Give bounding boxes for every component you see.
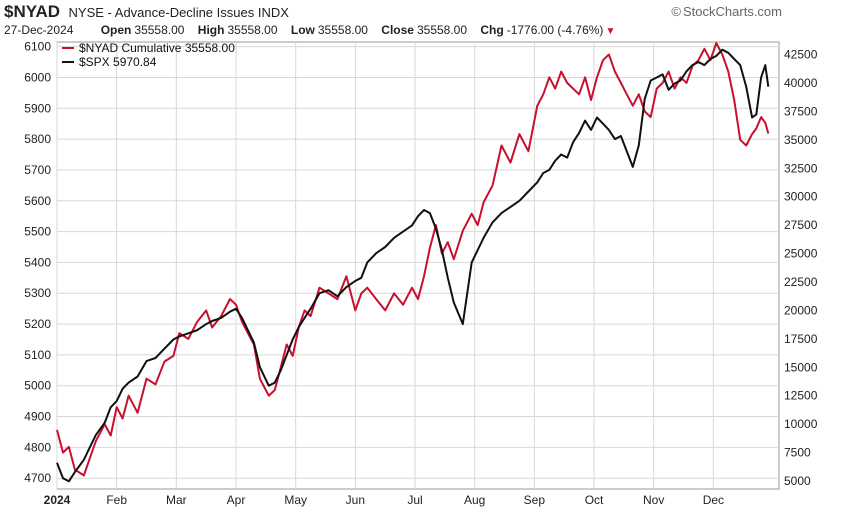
x-tick-label: Sep — [524, 493, 546, 507]
left-axis: 4700 4800 4900 5000 5100 5200 5300 5400 5500 5600… — [24, 40, 51, 486]
series-lines — [56, 42, 770, 483]
brand-name: StockCharts.com — [683, 4, 782, 19]
chg-value: -1776.00 (-4.76%) — [506, 23, 604, 37]
left-tick-label: 6100 — [24, 40, 51, 54]
left-tick-label: 5400 — [24, 255, 51, 269]
x-tick-label: Dec — [703, 493, 724, 507]
left-tick-label: 5100 — [24, 348, 51, 362]
down-arrow-icon: ▼ — [605, 26, 616, 37]
left-tick-label: 5900 — [24, 101, 51, 115]
legend-spx: $SPX 5970.84 — [79, 55, 157, 69]
open-label: Open — [100, 23, 132, 37]
chg-label: Chg — [480, 23, 504, 37]
x-tick-label: Mar — [166, 493, 187, 507]
copyright-icon: © — [671, 4, 682, 19]
x-axis: 2024 Feb Mar Apr May Jun Jul Aug Sep Oct Nov Dec — [44, 493, 724, 507]
x-tick-label: Aug — [464, 493, 485, 507]
high-value: 35558.00 — [227, 23, 278, 37]
close-value: 35558.00 — [416, 23, 468, 37]
right-tick-label: 37500 — [784, 104, 818, 118]
left-tick-label: 5000 — [24, 379, 51, 393]
x-tick-label: May — [284, 493, 307, 507]
right-tick-label: 30000 — [784, 190, 818, 204]
x-tick-label: Nov — [643, 493, 664, 507]
left-tick-label: 5600 — [24, 194, 51, 208]
right-tick-label: 10000 — [784, 417, 818, 431]
right-axis: 5000 7500 10000 12500 15000 17500 20000 22500 25… — [784, 48, 818, 489]
x-tick-label: Jun — [346, 493, 365, 507]
right-tick-label: 25000 — [784, 247, 818, 261]
right-tick-label: 17500 — [784, 332, 818, 346]
chart-date: 27-Dec-2024 — [4, 23, 74, 37]
x-tick-label: Jul — [407, 493, 422, 507]
right-tick-label: 12500 — [784, 389, 818, 403]
grid — [56, 42, 779, 489]
right-tick-label: 40000 — [784, 76, 818, 90]
x-tick-label: Feb — [106, 493, 127, 507]
left-tick-label: 5800 — [24, 132, 51, 146]
left-tick-label: 5500 — [24, 225, 51, 239]
left-tick-label: 4900 — [24, 410, 51, 424]
left-tick-label: 6000 — [24, 70, 51, 84]
left-tick-label: 5300 — [24, 286, 51, 300]
ohlc-bar: 27-Dec-2024 Open 35558.00 High 35558.00 Lo… — [4, 23, 615, 37]
right-tick-label: 22500 — [784, 275, 818, 289]
nyad-series-line — [56, 42, 770, 477]
open-value: 35558.00 — [134, 23, 185, 37]
legend: $NYAD Cumulative 35558.00 $SPX 5970.84 — [62, 41, 235, 69]
low-label: Low — [290, 23, 315, 37]
low-value: 35558.00 — [317, 23, 368, 37]
left-tick-label: 5200 — [24, 317, 51, 331]
symbol: $NYAD — [4, 2, 61, 21]
legend-nyad: $NYAD Cumulative 35558.00 — [79, 41, 235, 55]
brand-watermark: © StockCharts.com — [671, 4, 782, 19]
right-tick-label: 15000 — [784, 360, 818, 374]
high-label: High — [197, 23, 225, 37]
left-tick-label: 4700 — [24, 471, 51, 485]
right-tick-label: 5000 — [784, 474, 811, 488]
right-tick-label: 32500 — [784, 161, 818, 175]
symbol-description: NYSE - Advance-Decline Issues INDX — [68, 5, 289, 20]
x-tick-label: 2024 — [44, 493, 71, 507]
right-tick-label: 27500 — [784, 218, 818, 232]
close-label: Close — [381, 23, 414, 37]
right-tick-label: 20000 — [784, 303, 818, 317]
x-tick-label: Apr — [227, 493, 246, 507]
chart-title: $NYAD NYSE - Advance-Decline Issues INDX — [4, 2, 289, 22]
spx-series-line — [56, 48, 770, 483]
left-tick-label: 4800 — [24, 440, 51, 454]
right-tick-label: 35000 — [784, 133, 818, 147]
x-tick-label: Oct — [585, 493, 604, 507]
right-tick-label: 42500 — [784, 48, 818, 62]
right-tick-label: 7500 — [784, 446, 811, 460]
left-tick-label: 5700 — [24, 163, 51, 177]
plot-frame — [56, 41, 780, 490]
